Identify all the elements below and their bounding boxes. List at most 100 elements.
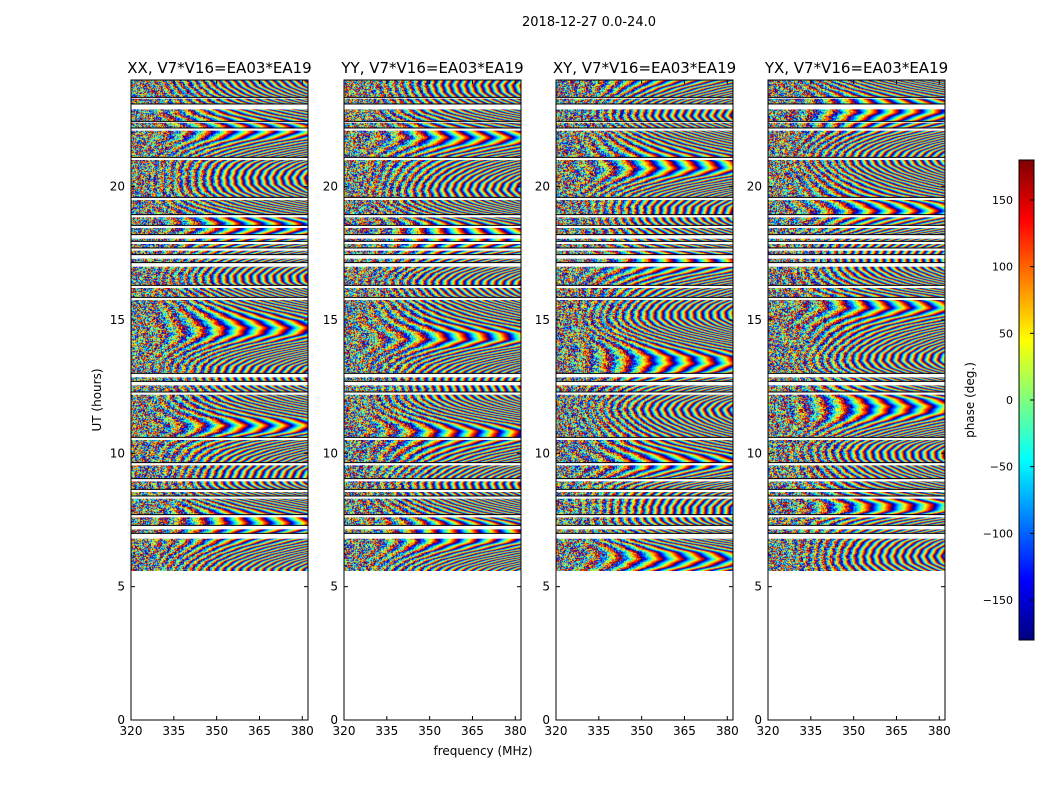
y-tick-label: 5 bbox=[330, 580, 338, 594]
flagged-band bbox=[556, 97, 733, 99]
flagged-band bbox=[344, 381, 521, 386]
colorbar-tick-label: −150 bbox=[983, 594, 1013, 607]
flagged-band bbox=[344, 97, 521, 99]
flagged-band bbox=[131, 437, 308, 440]
y-tick-label: 10 bbox=[323, 446, 338, 460]
flagged-band bbox=[768, 254, 945, 259]
flagged-band bbox=[131, 234, 308, 239]
flagged-band bbox=[131, 97, 308, 99]
flagged-band bbox=[768, 128, 945, 131]
x-tick-label: 320 bbox=[120, 724, 143, 738]
flagged-band bbox=[131, 381, 308, 386]
panel-4: YX, V7*V16=EA03*EA19 320 335 350 365 380 0 5 10 1… bbox=[747, 59, 951, 738]
flagged-band bbox=[131, 462, 308, 466]
flagged-band bbox=[768, 248, 945, 251]
x-tick-label: 335 bbox=[375, 724, 398, 738]
figure-suptitle: 2018-12-27 0.0-24.0 bbox=[522, 15, 656, 30]
axes-frame bbox=[130, 79, 309, 721]
panel-title: XX, V7*V16=EA03*EA19 bbox=[127, 59, 311, 77]
flagged-band bbox=[556, 254, 733, 259]
flagged-band bbox=[768, 297, 945, 300]
y-tick-label: 20 bbox=[747, 180, 762, 194]
flagged-band bbox=[556, 381, 733, 386]
flagged-band bbox=[556, 514, 733, 518]
flagged-band bbox=[556, 234, 733, 239]
flagged-band bbox=[556, 248, 733, 251]
colorbar-tick-label: 100 bbox=[992, 261, 1013, 274]
x-tick-label: 365 bbox=[248, 724, 271, 738]
flagged-band bbox=[344, 225, 521, 228]
flagged-band bbox=[131, 248, 308, 251]
x-tick-label: 320 bbox=[333, 724, 356, 738]
y-tick-label: 0 bbox=[330, 713, 338, 727]
y-tick-label: 5 bbox=[542, 580, 550, 594]
flagged-band bbox=[768, 381, 945, 386]
flagged-band bbox=[556, 157, 733, 160]
flagged-band bbox=[131, 285, 308, 288]
x-tick-label: 320 bbox=[757, 724, 780, 738]
flagged-band bbox=[131, 392, 308, 395]
flagged-band bbox=[344, 478, 521, 482]
x-tick-label: 380 bbox=[291, 724, 314, 738]
flagged-band bbox=[556, 285, 733, 288]
y-tick-label: 20 bbox=[110, 180, 125, 194]
axes-frame bbox=[767, 79, 946, 721]
flagged-band bbox=[556, 241, 733, 244]
flagged-band bbox=[768, 489, 945, 492]
flagged-band bbox=[131, 514, 308, 518]
flagged-band bbox=[131, 157, 308, 160]
flagged-band bbox=[768, 525, 945, 530]
y-tick-label: 15 bbox=[110, 313, 125, 327]
panel-title: YX, V7*V16=EA03*EA19 bbox=[764, 59, 948, 77]
flagged-band bbox=[131, 496, 308, 499]
flagged-band bbox=[131, 297, 308, 300]
flagged-band bbox=[556, 392, 733, 395]
y-tick-label: 0 bbox=[117, 713, 125, 727]
x-tick-label: 350 bbox=[842, 724, 865, 738]
colorbar-tick-label: −100 bbox=[983, 527, 1013, 540]
flagged-band bbox=[344, 157, 521, 160]
flagged-band bbox=[131, 121, 308, 123]
panel-1: XX, V7*V16=EA03*EA19 320 335 350 365 380 0 5 10 1… bbox=[90, 59, 314, 738]
colorbar-label: phase (deg.) bbox=[963, 362, 977, 438]
flagged-band bbox=[344, 525, 521, 530]
flagged-band bbox=[768, 514, 945, 518]
y-tick-label: 15 bbox=[747, 313, 762, 327]
flagged-band bbox=[556, 128, 733, 131]
flagged-band bbox=[131, 478, 308, 482]
flagged-band bbox=[344, 392, 521, 395]
flagged-band bbox=[131, 373, 308, 378]
flagged-band bbox=[344, 297, 521, 300]
y-tick-label: 15 bbox=[323, 313, 338, 327]
flagged-band bbox=[556, 297, 733, 300]
flagged-band bbox=[131, 241, 308, 244]
colorbar-tick-label: −50 bbox=[990, 461, 1013, 474]
flagged-band bbox=[344, 248, 521, 251]
x-tick-label: 335 bbox=[799, 724, 822, 738]
y-axis-label: UT (hours) bbox=[90, 368, 104, 431]
x-tick-label: 380 bbox=[716, 724, 739, 738]
flagged-band bbox=[768, 478, 945, 482]
flagged-band bbox=[556, 533, 733, 539]
y-tick-label: 5 bbox=[754, 580, 762, 594]
flagged-band bbox=[344, 496, 521, 499]
y-tick-label: 0 bbox=[754, 713, 762, 727]
flagged-band bbox=[768, 104, 945, 110]
flagged-band bbox=[344, 241, 521, 244]
flagged-band bbox=[768, 462, 945, 466]
x-tick-label: 335 bbox=[587, 724, 610, 738]
flagged-band bbox=[344, 373, 521, 378]
flagged-band bbox=[556, 225, 733, 228]
flagged-band bbox=[556, 462, 733, 466]
flagged-band bbox=[556, 525, 733, 530]
flagged-band bbox=[131, 225, 308, 228]
flagged-band bbox=[768, 373, 945, 378]
flagged-band bbox=[768, 496, 945, 499]
flagged-band bbox=[768, 225, 945, 228]
panel-3: XY, V7*V16=EA03*EA19 320 335 350 365 380 0 5 10 1… bbox=[535, 59, 739, 738]
colorbar-tick-label: 150 bbox=[992, 194, 1013, 207]
flagged-band bbox=[131, 489, 308, 492]
flagged-band bbox=[131, 262, 308, 267]
panel-title: YY, V7*V16=EA03*EA19 bbox=[340, 59, 523, 77]
